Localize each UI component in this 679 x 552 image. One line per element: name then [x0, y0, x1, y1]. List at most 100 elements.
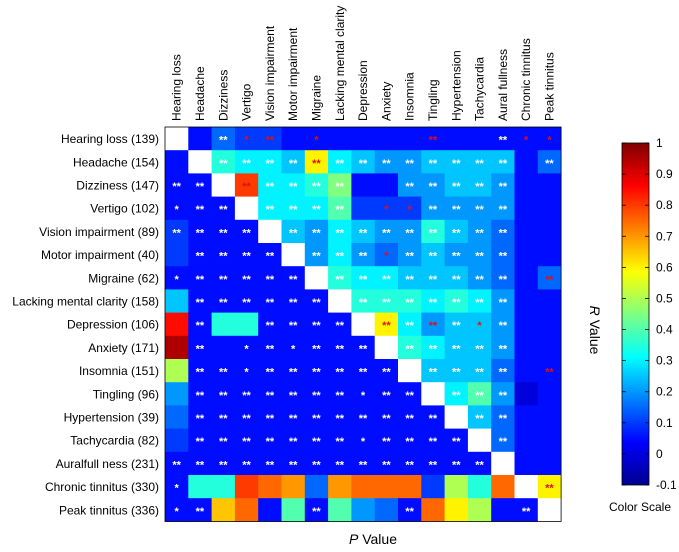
- column-label-6: Migraine: [309, 75, 323, 121]
- significance-mark-2-7: **: [335, 181, 344, 193]
- significance-mark-13-14: **: [499, 436, 508, 448]
- significance-mark-14-11: **: [429, 459, 438, 471]
- column-label-9: Anxiety: [379, 82, 393, 121]
- heatmap-cell-10-11: [421, 359, 445, 383]
- significance-mark-2-11: **: [429, 181, 438, 193]
- heatmap-cell-3-4: [258, 196, 282, 221]
- significance-mark-13-5: **: [289, 436, 298, 448]
- colorbar-tick-label-1: 0: [656, 447, 663, 461]
- heatmap-cell-15-14: [491, 475, 515, 499]
- heatmap-cell-5-11: [421, 243, 445, 267]
- heatmap-cell-14-1: [188, 451, 212, 476]
- heatmap-cell-0-16: [537, 127, 562, 151]
- heatmap-cell-3-2: [211, 196, 236, 221]
- significance-mark-1-5: **: [289, 158, 298, 170]
- heatmap-cell-9-8: [351, 335, 376, 360]
- significance-mark-2-4: **: [266, 181, 275, 193]
- heatmap-cell-9-1: [188, 335, 212, 360]
- heatmap-cell-13-9: [374, 428, 399, 453]
- significance-mark-8-14: **: [499, 320, 508, 332]
- heatmap-cell-4-8: [351, 219, 376, 244]
- heatmap-cell-15-7: [328, 475, 352, 499]
- significance-mark-13-12: **: [452, 436, 461, 448]
- heatmap-cell-6-4: [258, 266, 282, 290]
- significance-mark-0-14: **: [499, 135, 508, 147]
- significance-mark-2-12: **: [452, 181, 461, 193]
- significance-mark-10-4: **: [266, 367, 275, 379]
- significance-mark-16-15: **: [522, 506, 531, 518]
- heatmap-cell-9-10: [398, 335, 422, 360]
- heatmap-cell-1-15: [514, 150, 539, 174]
- significance-mark-2-10: **: [405, 181, 414, 193]
- heatmap-cell-1-9: [374, 150, 399, 174]
- heatmap-cell-7-1: [188, 289, 212, 313]
- heatmap-cell-16-7: [328, 498, 352, 522]
- significance-mark-14-6: **: [312, 459, 321, 471]
- heatmap-cell-0-10: [398, 127, 422, 151]
- heatmap-cell-13-10: [398, 428, 422, 453]
- heatmap-cell-14-9: [374, 451, 399, 476]
- heatmap-cell-6-16: [537, 266, 562, 290]
- significance-mark-13-11: **: [429, 436, 438, 448]
- heatmap-cell-15-1: [188, 475, 212, 499]
- heatmap-cell-7-11: [421, 289, 445, 313]
- significance-mark-7-2: **: [219, 297, 228, 309]
- significance-mark-10-16: **: [545, 367, 554, 379]
- significance-mark-1-13: **: [475, 158, 484, 170]
- heatmap-cell-3-3: [234, 196, 259, 221]
- significance-mark-1-12: **: [452, 158, 461, 170]
- heatmap-cell-2-1: [188, 173, 212, 197]
- significance-mark-10-2: **: [219, 367, 228, 379]
- heatmap-cell-4-1: [188, 219, 212, 244]
- significance-mark-8-13: *: [477, 320, 482, 332]
- heatmap-cell-8-14: [491, 312, 515, 337]
- heatmap-cell-16-16: [537, 498, 562, 522]
- significance-mark-12-9: **: [382, 413, 391, 425]
- significance-mark-12-14: **: [499, 413, 508, 425]
- heatmap-cell-7-5: [281, 289, 306, 313]
- heatmap-cell-7-14: [491, 289, 515, 313]
- heatmap-cell-12-7: [328, 405, 352, 429]
- colorbar-tick-label-4: 0.3: [656, 354, 673, 368]
- significance-mark-4-5: **: [289, 227, 298, 239]
- heatmap-cell-13-7: [328, 428, 352, 453]
- significance-mark-6-4: **: [266, 274, 275, 286]
- significance-mark-11-13: **: [475, 390, 484, 402]
- heatmap-cell-11-10: [398, 382, 422, 406]
- heatmap-cell-14-5: [281, 451, 306, 476]
- heatmap-cell-2-2: [211, 173, 236, 197]
- significance-mark-3-6: **: [312, 204, 321, 216]
- column-label-8: Depression: [356, 60, 370, 121]
- heatmap-cell-16-2: [211, 498, 236, 522]
- heatmap-cell-8-2: [211, 312, 236, 337]
- heatmap-cell-4-11: [421, 219, 445, 244]
- heatmap-cell-13-8: [351, 428, 376, 453]
- heatmap-cell-14-14: [491, 451, 515, 476]
- heatmap-cell-0-12: [444, 127, 469, 151]
- heatmap-cell-6-15: [514, 266, 539, 290]
- heatmap-cell-14-6: [304, 451, 329, 476]
- heatmap-cell-14-0: [165, 451, 189, 476]
- heatmap-cell-14-3: [234, 451, 259, 476]
- heatmap-cell-1-13: [467, 150, 492, 174]
- heatmap-cell-9-4: [258, 335, 282, 360]
- significance-mark-12-4: **: [266, 413, 275, 425]
- significance-mark-5-2: **: [219, 251, 228, 263]
- significance-mark-4-0: **: [172, 227, 181, 239]
- row-label-16: Peak tinnitus (336): [59, 503, 159, 517]
- heatmap-cell-11-8: [351, 382, 376, 406]
- heatmap-cell-4-10: [398, 219, 422, 244]
- significance-mark-2-5: **: [289, 181, 298, 193]
- significance-mark-8-6: **: [312, 320, 321, 332]
- heatmap-cell-1-10: [398, 150, 422, 174]
- heatmap-cell-13-3: [234, 428, 259, 453]
- significance-mark-1-2: **: [219, 158, 228, 170]
- heatmap-cell-4-4: [258, 219, 282, 244]
- significance-mark-9-8: **: [359, 343, 368, 355]
- heatmap-cell-16-8: [351, 498, 376, 522]
- heatmap-cell-1-0: [165, 150, 189, 174]
- significance-mark-9-1: **: [196, 343, 205, 355]
- heatmap-cell-4-5: [281, 219, 306, 244]
